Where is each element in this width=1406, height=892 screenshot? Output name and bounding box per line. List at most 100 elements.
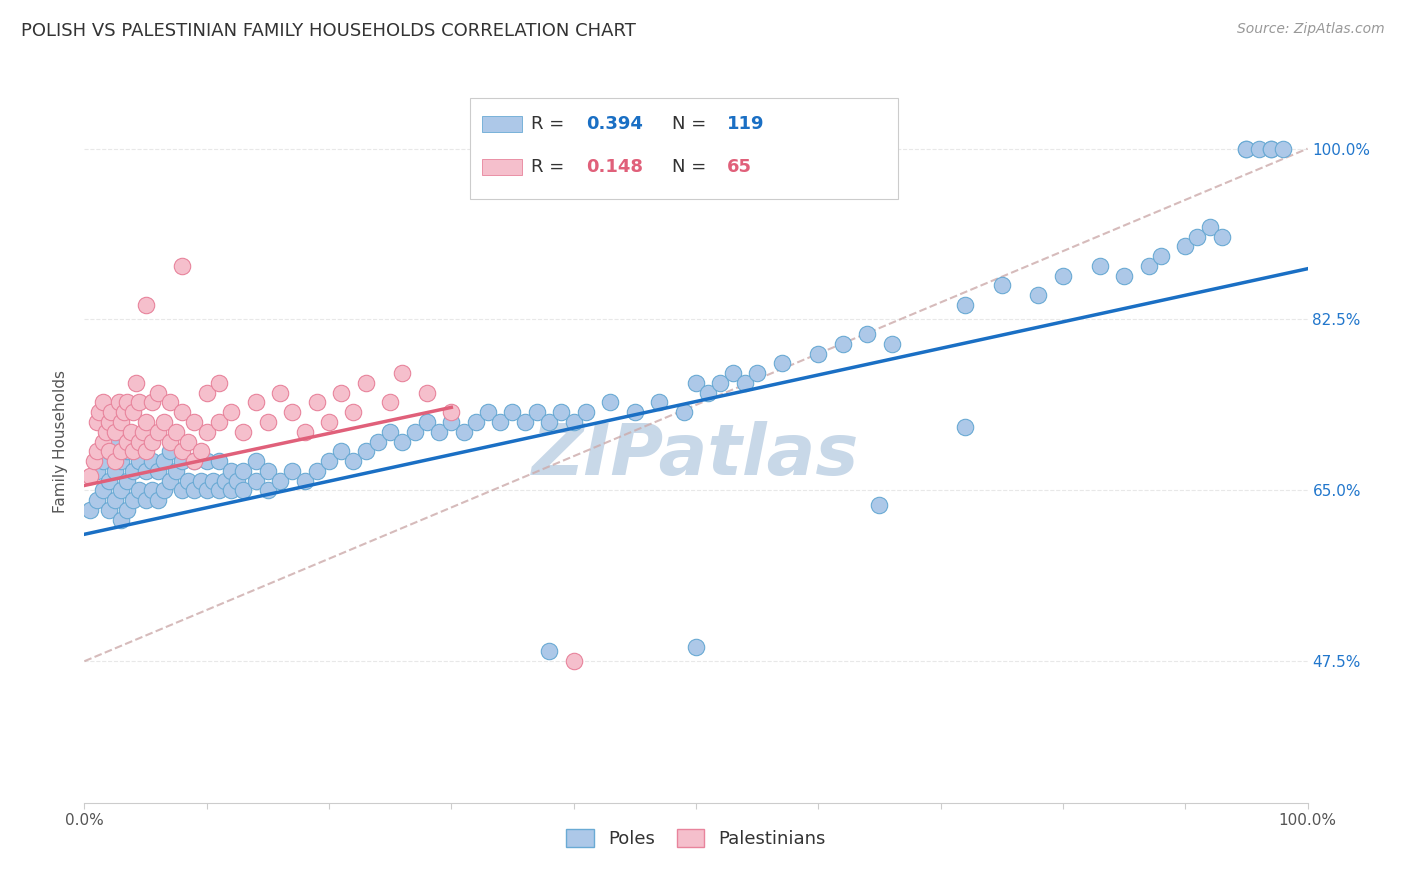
Point: [1247, 142, 1270, 156]
Point: [141, 483, 163, 498]
Point: [953, 420, 976, 434]
Text: N =: N =: [672, 115, 711, 133]
Point: [453, 425, 475, 439]
Point: [232, 464, 254, 478]
Point: [404, 425, 426, 439]
Point: [86, 464, 108, 478]
Point: [183, 454, 205, 468]
Point: [159, 474, 181, 488]
Point: [648, 395, 671, 409]
Point: [427, 425, 450, 439]
Text: 0.394: 0.394: [586, 115, 643, 133]
Point: [165, 464, 187, 478]
Y-axis label: Family Households: Family Households: [53, 370, 69, 513]
Point: [214, 474, 236, 488]
Point: [305, 395, 328, 409]
Point: [135, 493, 157, 508]
Point: [219, 464, 242, 478]
Point: [1236, 142, 1258, 156]
Point: [208, 415, 231, 429]
Point: [245, 454, 267, 468]
Point: [172, 444, 194, 458]
Point: [128, 395, 150, 409]
Point: [128, 454, 150, 468]
Point: [146, 425, 169, 439]
Point: [110, 483, 132, 498]
Point: [1137, 259, 1160, 273]
Point: [807, 346, 830, 360]
Point: [97, 444, 120, 458]
Point: [440, 415, 463, 429]
Text: R =: R =: [531, 115, 569, 133]
Point: [110, 454, 132, 468]
Point: [562, 654, 585, 668]
Point: [354, 444, 377, 458]
Point: [391, 434, 413, 449]
Point: [513, 415, 536, 429]
Point: [86, 444, 108, 458]
Point: [685, 640, 707, 654]
Point: [869, 498, 891, 512]
Point: [115, 474, 138, 488]
Point: [104, 493, 127, 508]
Point: [146, 464, 169, 478]
Point: [1260, 142, 1282, 156]
Point: [269, 474, 291, 488]
Point: [97, 474, 120, 488]
Point: [104, 454, 127, 468]
Point: [1211, 229, 1233, 244]
Point: [128, 434, 150, 449]
Point: [112, 405, 135, 419]
Point: [141, 395, 163, 409]
Point: [342, 454, 364, 468]
Point: [672, 405, 695, 419]
Point: [721, 366, 744, 380]
Point: [190, 474, 212, 488]
Point: [104, 425, 127, 439]
Point: [318, 415, 340, 429]
Point: [330, 385, 353, 400]
Point: [172, 483, 194, 498]
Point: [342, 405, 364, 419]
Point: [122, 434, 145, 449]
Point: [97, 444, 120, 458]
Point: [115, 444, 138, 458]
Point: [697, 385, 720, 400]
Point: [367, 434, 389, 449]
Point: [1260, 142, 1282, 156]
Point: [856, 327, 879, 342]
Point: [219, 483, 242, 498]
Point: [107, 395, 129, 409]
Point: [141, 454, 163, 468]
Point: [96, 425, 118, 439]
Legend: Poles, Palestinians: Poles, Palestinians: [560, 822, 832, 855]
Point: [831, 337, 853, 351]
Point: [195, 454, 218, 468]
Point: [770, 356, 793, 370]
Point: [97, 503, 120, 517]
Point: [91, 395, 114, 409]
Point: [172, 454, 194, 468]
Text: Source: ZipAtlas.com: Source: ZipAtlas.com: [1237, 22, 1385, 37]
Point: [734, 376, 756, 390]
Point: [159, 444, 181, 458]
Text: 119: 119: [727, 115, 763, 133]
FancyBboxPatch shape: [482, 116, 522, 132]
Point: [165, 425, 187, 439]
Point: [195, 425, 218, 439]
Point: [380, 425, 402, 439]
Point: [159, 395, 181, 409]
Point: [153, 483, 176, 498]
Point: [624, 405, 647, 419]
Point: [1187, 229, 1209, 244]
Point: [1272, 142, 1295, 156]
Point: [1236, 142, 1258, 156]
Point: [294, 474, 316, 488]
Point: [226, 474, 249, 488]
Point: [305, 464, 328, 478]
Point: [477, 405, 499, 419]
Point: [79, 468, 101, 483]
Point: [190, 444, 212, 458]
Point: [245, 395, 267, 409]
Point: [135, 298, 157, 312]
